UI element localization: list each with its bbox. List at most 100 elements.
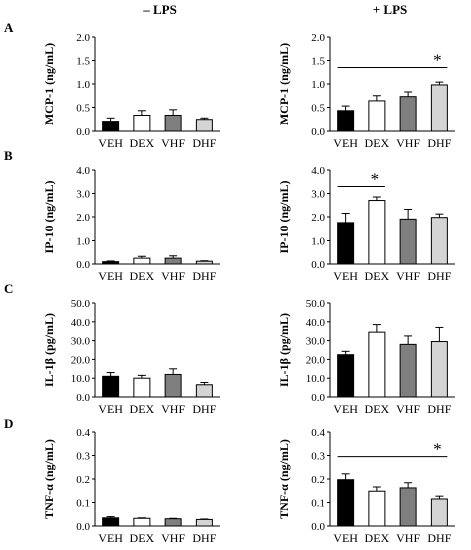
panel-letter: B bbox=[4, 148, 13, 163]
bar-vhf bbox=[399, 218, 417, 265]
bar-veh bbox=[337, 222, 355, 265]
y-tick-label: 2.0 bbox=[76, 212, 90, 224]
category-label: DEX bbox=[365, 136, 390, 150]
bar-dex bbox=[368, 490, 386, 527]
y-tick-label: 2.0 bbox=[311, 212, 325, 224]
y-axis-label: IL-1β (pg/mL) bbox=[42, 313, 56, 387]
panel-c-plus-lps: 0.0 10.0 20.0 30.0 40.0 50.0 IL-1β (pg/mL) VEH D… bbox=[277, 298, 455, 416]
bar-vhf bbox=[164, 518, 182, 527]
bar-dhf bbox=[430, 498, 448, 527]
y-axis-label: IP-10 (ng/mL) bbox=[277, 181, 291, 254]
panel-letter: A bbox=[4, 20, 14, 35]
category-label: VHF bbox=[396, 402, 420, 416]
category-label: VHF bbox=[161, 136, 185, 150]
y-tick-label: 1.0 bbox=[76, 236, 90, 248]
y-tick-label: 0.2 bbox=[76, 474, 90, 486]
bar-veh bbox=[102, 261, 120, 265]
y-tick-label: 40.0 bbox=[71, 317, 91, 329]
category-label: VHF bbox=[161, 402, 185, 416]
y-tick-label: 0.5 bbox=[76, 103, 90, 115]
category-label: DHF bbox=[192, 531, 216, 545]
panel-c-minus-lps: C 0.0 10.0 20.0 30.0 40.0 50.0 IL-1β (pg/mL) VEH… bbox=[4, 281, 220, 416]
y-tick-label: 30.0 bbox=[306, 336, 326, 348]
y-axis-label: IL-1β (pg/mL) bbox=[277, 313, 291, 387]
y-tick-label: 4.0 bbox=[76, 165, 90, 177]
category-label: DHF bbox=[427, 136, 451, 150]
bar-dhf bbox=[430, 217, 448, 265]
category-label: DHF bbox=[192, 402, 216, 416]
panel-letter: D bbox=[4, 416, 13, 431]
significance-star: * bbox=[433, 440, 442, 459]
y-axis-label: IP-10 (ng/mL) bbox=[42, 181, 56, 254]
bar-veh bbox=[102, 121, 120, 132]
y-tick-label: 0.0 bbox=[311, 259, 325, 271]
bar-dhf bbox=[195, 260, 213, 265]
category-label: VEH bbox=[333, 269, 358, 283]
y-axis-label: TNF-α (ng/mL) bbox=[42, 439, 56, 519]
bar-vhf bbox=[399, 487, 417, 527]
y-tick-label: 30.0 bbox=[71, 336, 91, 348]
category-label: VEH bbox=[98, 269, 123, 283]
y-tick-label: 0.3 bbox=[76, 451, 90, 463]
category-label: VEH bbox=[98, 136, 123, 150]
category-label: VEH bbox=[333, 402, 358, 416]
y-tick-label: 0.0 bbox=[76, 259, 90, 271]
y-tick-label: 0.1 bbox=[311, 498, 325, 510]
category-label: DHF bbox=[427, 402, 451, 416]
y-tick-label: 0.3 bbox=[311, 451, 325, 463]
category-label: VHF bbox=[396, 136, 420, 150]
panel-d-minus-lps: D 0.0 0.1 0.2 0.3 0.4 TNF-α (ng/mL) VEH DEX VHF DH… bbox=[4, 416, 220, 545]
y-tick-label: 0.0 bbox=[76, 392, 90, 404]
category-label: VHF bbox=[396, 269, 420, 283]
panel-letter: C bbox=[4, 281, 13, 296]
bar-vhf bbox=[399, 96, 417, 132]
y-tick-label: 10.0 bbox=[71, 373, 91, 385]
category-label: DHF bbox=[192, 269, 216, 283]
bar-vhf bbox=[164, 114, 182, 132]
category-label: VEH bbox=[98, 402, 123, 416]
bar-dex bbox=[133, 377, 151, 398]
significance-star: * bbox=[371, 169, 380, 188]
y-tick-label: 1.0 bbox=[76, 79, 90, 91]
panel-b-minus-lps: B 0.0 1.0 2.0 3.0 4.0 IP-10 (ng/mL) VEH DEX VHF DH… bbox=[4, 148, 220, 283]
category-label: DHF bbox=[427, 269, 451, 283]
y-tick-label: 10.0 bbox=[306, 373, 326, 385]
bar-dhf bbox=[195, 119, 213, 132]
bar-vhf bbox=[164, 373, 182, 398]
y-tick-label: 1.0 bbox=[311, 236, 325, 248]
category-label: VHF bbox=[161, 531, 185, 545]
y-tick-label: 0.0 bbox=[311, 126, 325, 138]
category-label: VHF bbox=[396, 531, 420, 545]
category-label: DEX bbox=[130, 402, 155, 416]
bar-veh bbox=[102, 375, 120, 398]
y-tick-label: 3.0 bbox=[76, 189, 90, 201]
category-label: DEX bbox=[130, 531, 155, 545]
panel-d-plus-lps: 0.0 0.1 0.2 0.3 0.4 TNF-α (ng/mL) VEH DEX VHF DHF… bbox=[277, 427, 455, 545]
category-label: DEX bbox=[365, 269, 390, 283]
panel-a-plus-lps: 0.0 0.5 1.0 1.5 2.0 MCP-1 (ng/mL) VEH DEX VHF DHF… bbox=[277, 32, 455, 150]
y-tick-label: 50.0 bbox=[71, 298, 91, 310]
bar-dhf bbox=[430, 84, 448, 132]
y-tick-label: 50.0 bbox=[306, 298, 326, 310]
category-label: DHF bbox=[427, 531, 451, 545]
y-tick-label: 20.0 bbox=[71, 354, 91, 366]
category-label: VHF bbox=[161, 269, 185, 283]
y-tick-label: 0.0 bbox=[76, 126, 90, 138]
bar-dex bbox=[133, 257, 151, 265]
bar-dex bbox=[368, 100, 386, 132]
panel-a-minus-lps: A 0.0 0.5 1.0 1.5 2.0 MCP-1 (ng/mL) VEH DEX VHF DH… bbox=[4, 20, 220, 150]
category-label: VEH bbox=[333, 136, 358, 150]
y-tick-label: 40.0 bbox=[306, 317, 326, 329]
y-tick-label: 1.0 bbox=[311, 79, 325, 91]
significance-star: * bbox=[433, 51, 442, 70]
category-label: VEH bbox=[98, 531, 123, 545]
column-header-minus-lps: – LPS bbox=[142, 2, 177, 17]
bar-dhf bbox=[430, 341, 448, 398]
bar-vhf bbox=[164, 257, 182, 265]
y-tick-label: 2.0 bbox=[311, 32, 325, 44]
y-tick-label: 1.5 bbox=[76, 56, 90, 68]
y-tick-label: 0.2 bbox=[311, 474, 325, 486]
y-axis-label: MCP-1 (ng/mL) bbox=[42, 43, 56, 125]
bar-dhf bbox=[195, 384, 213, 398]
y-tick-label: 0.1 bbox=[76, 498, 90, 510]
